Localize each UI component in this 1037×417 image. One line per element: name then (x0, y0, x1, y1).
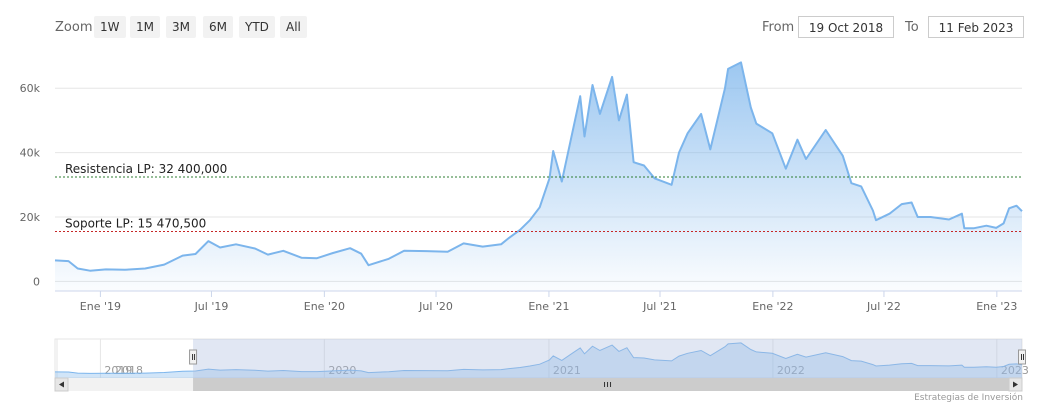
price-line (54, 61, 1023, 272)
price-area (55, 62, 1022, 292)
y-tick-label: 20k (20, 211, 41, 224)
to-label: To (905, 20, 919, 35)
x-tick-label: Jul '20 (418, 300, 453, 313)
plot-lines: Resistencia LP: 32 400,000 Soporte LP: 15… (55, 162, 1022, 233)
from-date-input[interactable]: 19 Oct 2018 (798, 16, 894, 38)
y-tick-label: 0 (33, 275, 40, 288)
x-tick-label: Ene '22 (752, 300, 793, 313)
x-tick-label: Jul '19 (194, 300, 229, 313)
navigator-year-label: 2022 (777, 364, 805, 377)
x-tick-label: Ene '20 (304, 300, 345, 313)
credits-text: Estrategias de Inversión (914, 393, 1023, 403)
zoom-3m-button[interactable]: 3M (166, 16, 196, 38)
navigator-line (54, 342, 1023, 374)
arrow-right-icon (1013, 381, 1018, 388)
resistance-line-label: Resistencia LP: 32 400,000 (65, 162, 227, 176)
navigator-year-label: 2021 (553, 364, 581, 377)
x-tick-label: Ene '23 (976, 300, 1017, 313)
zoom-1m-button[interactable]: 1M (130, 16, 160, 38)
from-label: From (762, 20, 795, 35)
y-tick-label: 40k (20, 147, 41, 160)
zoom-all-button[interactable]: All (280, 16, 307, 38)
price-series (54, 61, 1023, 292)
support-line-label: Soporte LP: 15 470,500 (65, 217, 206, 231)
zoom-ytd-button[interactable]: YTD (239, 16, 275, 38)
axes: 0 20k 40k 60k Ene '19 Jul '19 Ene '20 Jul '20 En… (20, 82, 1022, 313)
chart-toolbar: Zoom 1W 1M 3M 6M YTD All From 19 Oct 201… (0, 0, 1037, 56)
zoom-label: Zoom (55, 20, 93, 35)
x-tick-label: Ene '19 (80, 300, 121, 313)
navigator-selection (193, 339, 1023, 378)
zoom-6m-button[interactable]: 6M (203, 16, 233, 38)
navigator-area (55, 342, 1022, 378)
x-tick-label: Jul '22 (866, 300, 901, 313)
arrow-left-icon (59, 381, 64, 388)
zoom-1w-button[interactable]: 1W (94, 16, 126, 38)
to-date-input[interactable]: 11 Feb 2023 (928, 16, 1024, 38)
x-tick-label: Ene '21 (528, 300, 569, 313)
scrollbar[interactable] (54, 377, 1023, 392)
x-tick-label: Jul '21 (642, 300, 677, 313)
navigator-year-label: 2023 (1001, 364, 1029, 377)
y-tick-label: 60k (20, 82, 41, 95)
navigator-frame (54, 338, 1023, 379)
